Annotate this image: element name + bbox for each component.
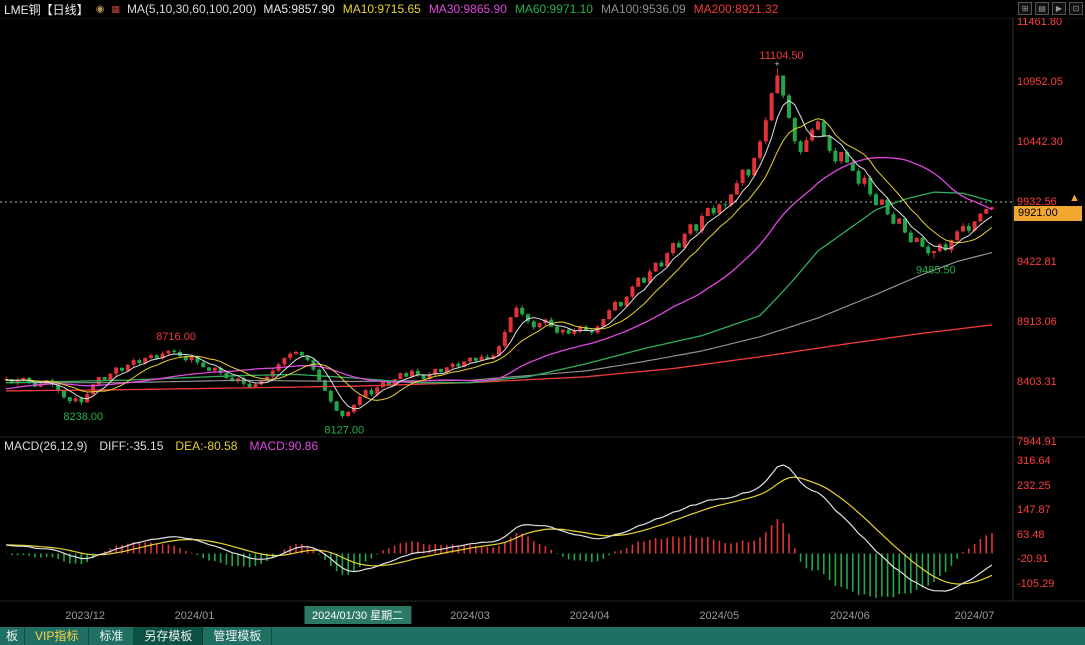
tab-template-partial[interactable]: 板 [0, 627, 26, 645]
price-annotation: 11104.50 [759, 50, 803, 62]
price-axis-label: 11461.80 [1017, 16, 1063, 28]
macd-axis-label: -105.29 [1017, 577, 1055, 590]
x-axis-label: 2024/03 [450, 610, 490, 622]
header-toolbar: ⊞ ▤ ▶ ⊡ [1018, 2, 1083, 15]
macd-axis-label: 232.25 [1017, 479, 1051, 492]
price-axis-label: 10442.30 [1017, 136, 1063, 148]
price-axis-label: 7944.91 [1017, 436, 1057, 448]
right-price-axis: 11461.80 10952.05 10442.30 9932.56 9422.81 89… [1014, 0, 1085, 627]
ma-settings-label[interactable]: MA(5,10,30,60,100,200) [126, 2, 257, 16]
symbol-title: LME铜【日线】 [4, 2, 89, 17]
ma-value: MA30:9865.90 [428, 2, 507, 16]
tab-save-template[interactable]: 另存模板 [134, 627, 204, 645]
price-axis-label: 10952.05 [1017, 76, 1063, 88]
price-annotation: 8127.00 [324, 424, 364, 436]
macd-bar-value: MACD:90.86 [249, 439, 319, 453]
x-axis-label: 2024/07 [954, 610, 995, 622]
next-icon[interactable]: ▶ [1052, 2, 1066, 15]
price-axis-label: 9932.56 [1017, 196, 1057, 208]
crosshair-date-label: 2024/01/30 星期二 [304, 606, 412, 624]
price-annotation: 9485.50 [916, 265, 956, 277]
high-point-marker-icon: + [774, 59, 779, 69]
x-axis-label: 2024/05 [699, 610, 740, 622]
tab-manage-templates[interactable]: 管理模板 [203, 627, 273, 645]
scroll-to-latest-icon[interactable]: ▲ [1069, 192, 1080, 204]
macd-axis-label: 316.64 [1017, 455, 1051, 467]
eye-icon[interactable]: ◉ [95, 3, 105, 15]
macd-axis-label: 63.48 [1017, 528, 1045, 541]
ma-values-group: MA5:9857.90 MA10:9715.65 MA30:9865.90 MA60:… [263, 2, 778, 16]
ma-value: MA100:9536.09 [600, 2, 686, 16]
ma-value: MA200:8921.32 [693, 2, 779, 16]
last-price-badge: 9921.00 [1014, 206, 1082, 221]
macd-formula-label[interactable]: MACD(26,12,9) [4, 439, 88, 453]
candlestick-macd-chart[interactable]: 8238.00 8716.00 8127.00 11104.50+9485.50 [0, 0, 1085, 627]
macd-dea-value: DEA:-80.58 [175, 439, 238, 453]
grid-layout-icon[interactable]: ⊞ [1018, 2, 1032, 15]
chart-header: LME铜【日线】 ◉ ▦ MA(5,10,30,60,100,200) MA5:… [0, 0, 1085, 18]
macd-header: MACD(26,12,9) DIFF:-35.15 DEA:-80.58 MAC… [4, 439, 318, 453]
ma-value: MA5:9857.90 [263, 2, 335, 16]
template-tabbar: 板 VIP指标 标准 另存模板 管理模板 [0, 627, 1085, 645]
price-axis-label: 8403.31 [1017, 376, 1057, 388]
price-axis-label: 9422.81 [1017, 256, 1057, 268]
ma-value: MA10:9715.65 [342, 2, 421, 16]
x-axis-label: 2024/06 [830, 610, 870, 622]
tab-standard[interactable]: 标准 [89, 627, 135, 645]
macd-axis-label: -20.91 [1017, 553, 1049, 565]
tab-vip-indicators[interactable]: VIP指标 [25, 627, 90, 645]
price-annotation: 8716.00 [156, 331, 196, 343]
ma-value: MA60:9971.10 [514, 2, 593, 16]
macd-diff-value: DIFF:-35.15 [99, 439, 164, 453]
x-axis-label: 2023/12 [65, 610, 105, 622]
price-axis-label: 8913.06 [1017, 316, 1057, 328]
panel-icon[interactable]: ⊡ [1069, 2, 1083, 15]
macd-axis-label: 147.87 [1017, 504, 1051, 516]
time-axis: 2023/12 2024/01 2024/01/30 星期二 2024/03 2024/… [0, 602, 1013, 627]
indicator-icon[interactable]: ▦ [111, 3, 120, 14]
tile-layout-icon[interactable]: ▤ [1035, 2, 1049, 15]
price-annotation: 8238.00 [63, 411, 103, 423]
x-axis-label: 2024/01 [174, 610, 215, 622]
x-axis-label: 2024/04 [569, 610, 610, 622]
